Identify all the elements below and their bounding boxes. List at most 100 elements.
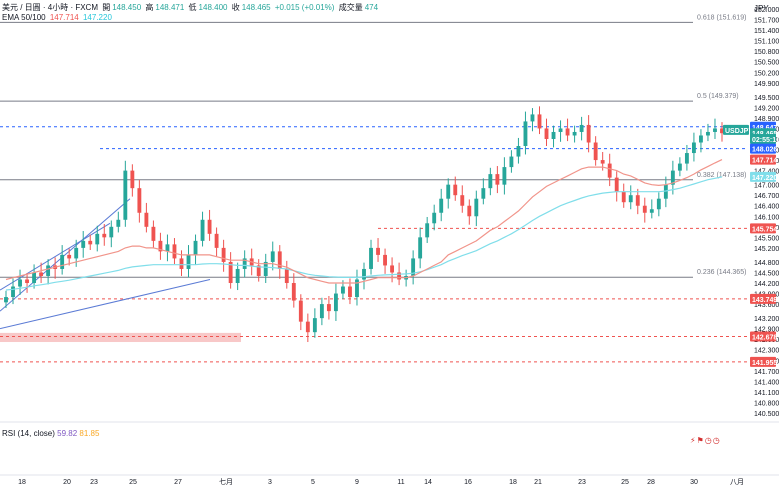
- price-tag: [750, 171, 776, 182]
- candle-body: [397, 272, 402, 280]
- candle-body: [383, 254, 387, 266]
- candle-body: [81, 240, 86, 248]
- clock-icon[interactable]: ◷: [704, 436, 713, 445]
- candle-body: [4, 297, 8, 303]
- rsi-value: 59.82: [57, 429, 78, 438]
- candle-body: [432, 212, 437, 224]
- x-tick-label: 16: [464, 479, 472, 486]
- x-tick-label: 11: [397, 479, 404, 486]
- candle-body: [509, 156, 514, 168]
- x-tick-label: 27: [174, 479, 182, 486]
- price-tag-label: 142.678: [752, 334, 777, 341]
- rsi-legend[interactable]: RSI (14, close) 59.82 81.85: [2, 429, 99, 438]
- candle-body: [656, 198, 661, 210]
- candle-body: [158, 240, 163, 252]
- price-tag: [750, 223, 776, 234]
- y-tick-label: 152.000: [754, 7, 779, 14]
- x-tick-label: 18: [18, 479, 26, 486]
- x-tick-label: 21: [534, 479, 542, 486]
- x-tick-label: 八月: [730, 478, 744, 486]
- ema50-value: 147.714: [49, 13, 79, 22]
- x-tick-label: 23: [90, 479, 98, 486]
- candle-body: [60, 254, 65, 269]
- alert-icon[interactable]: ⚡: [690, 436, 697, 445]
- candle-body: [579, 124, 584, 132]
- candle-body: [614, 177, 619, 192]
- y-tick-label: 149.500: [754, 95, 779, 102]
- x-tick-label: 5: [311, 479, 315, 486]
- candle-body: [256, 265, 261, 276]
- ema-legend[interactable]: EMA 50/100 147.714 147.220: [2, 13, 114, 23]
- candle-body: [179, 258, 184, 269]
- candle-body: [186, 254, 191, 269]
- fib-level-label: 0.618 (151.619): [697, 14, 746, 21]
- y-tick-label: 146.400: [754, 204, 779, 211]
- candle-body: [67, 254, 72, 259]
- event-icons[interactable]: ⚡⚑◷◷: [690, 436, 721, 445]
- candle-body: [376, 247, 380, 255]
- x-tick-label: 14: [424, 479, 432, 486]
- price-tag-label: 148.026: [752, 147, 777, 154]
- candle-body: [502, 167, 507, 185]
- candle-body: [551, 131, 556, 139]
- candle-body: [706, 131, 710, 136]
- y-tick-label: 144.800: [754, 260, 779, 267]
- candle-body: [523, 121, 528, 147]
- volume-value: 474: [364, 3, 379, 12]
- price-tag: [723, 124, 749, 135]
- candle-body: [326, 304, 331, 312]
- candle-body: [277, 251, 282, 269]
- candle-body: [572, 131, 577, 136]
- candle-body: [221, 247, 226, 262]
- y-tick-label: 151.100: [754, 39, 779, 46]
- trendline: [0, 222, 111, 291]
- price-tag: [750, 331, 776, 342]
- y-tick-label: 145.200: [754, 246, 779, 253]
- candle-body: [88, 240, 93, 245]
- close-value: 148.465: [241, 3, 271, 12]
- candle-body: [291, 283, 296, 301]
- candle-body: [713, 128, 717, 132]
- candle-body: [691, 142, 696, 154]
- trendline: [0, 198, 131, 312]
- fib-level-label: 0.5 (149.379): [697, 93, 739, 100]
- candle-body: [593, 142, 598, 161]
- price-tag-label: USDJPY: [725, 128, 753, 135]
- clock-icon[interactable]: ◷: [712, 436, 721, 445]
- y-tick-label: 146.100: [754, 214, 779, 221]
- symbol-label[interactable]: 美元 / 日圓 · 4小時 · FXCM: [2, 3, 98, 12]
- x-tick-label: 9: [355, 479, 359, 486]
- candle-body: [481, 188, 486, 199]
- flag-icon[interactable]: ⚑: [696, 436, 705, 445]
- y-tick-label: 141.400: [754, 379, 779, 386]
- high-label: 高: [145, 3, 154, 12]
- candle-body: [270, 251, 275, 262]
- y-tick-label: 140.500: [754, 411, 779, 418]
- y-tick-label: 143.200: [754, 316, 779, 323]
- price-tag: [750, 293, 776, 304]
- y-tick-label: 151.400: [754, 28, 779, 35]
- candle-body: [565, 128, 570, 136]
- y-tick-label: 141.100: [754, 390, 779, 397]
- close-label: 收: [231, 3, 240, 12]
- candle-body: [495, 174, 500, 185]
- candle-body: [558, 128, 563, 132]
- x-tick-label: 23: [578, 479, 586, 486]
- candle-body: [39, 272, 44, 276]
- ema-label: EMA 50/100: [2, 13, 46, 22]
- y-tick-label: 140.800: [754, 400, 779, 407]
- change-value: +0.015 (+0.01%): [274, 3, 335, 12]
- candle-body: [207, 219, 212, 234]
- candle-body: [32, 272, 37, 284]
- candle-body: [242, 258, 247, 269]
- x-tick-label: 28: [647, 479, 655, 486]
- candle-body: [586, 124, 591, 143]
- candle-body: [537, 114, 542, 129]
- trendline: [0, 279, 211, 330]
- candle-body: [635, 195, 640, 206]
- candle-body: [544, 128, 549, 139]
- open-label: 開: [102, 3, 111, 12]
- candle-body: [411, 258, 416, 276]
- y-tick-label: 149.900: [754, 81, 779, 88]
